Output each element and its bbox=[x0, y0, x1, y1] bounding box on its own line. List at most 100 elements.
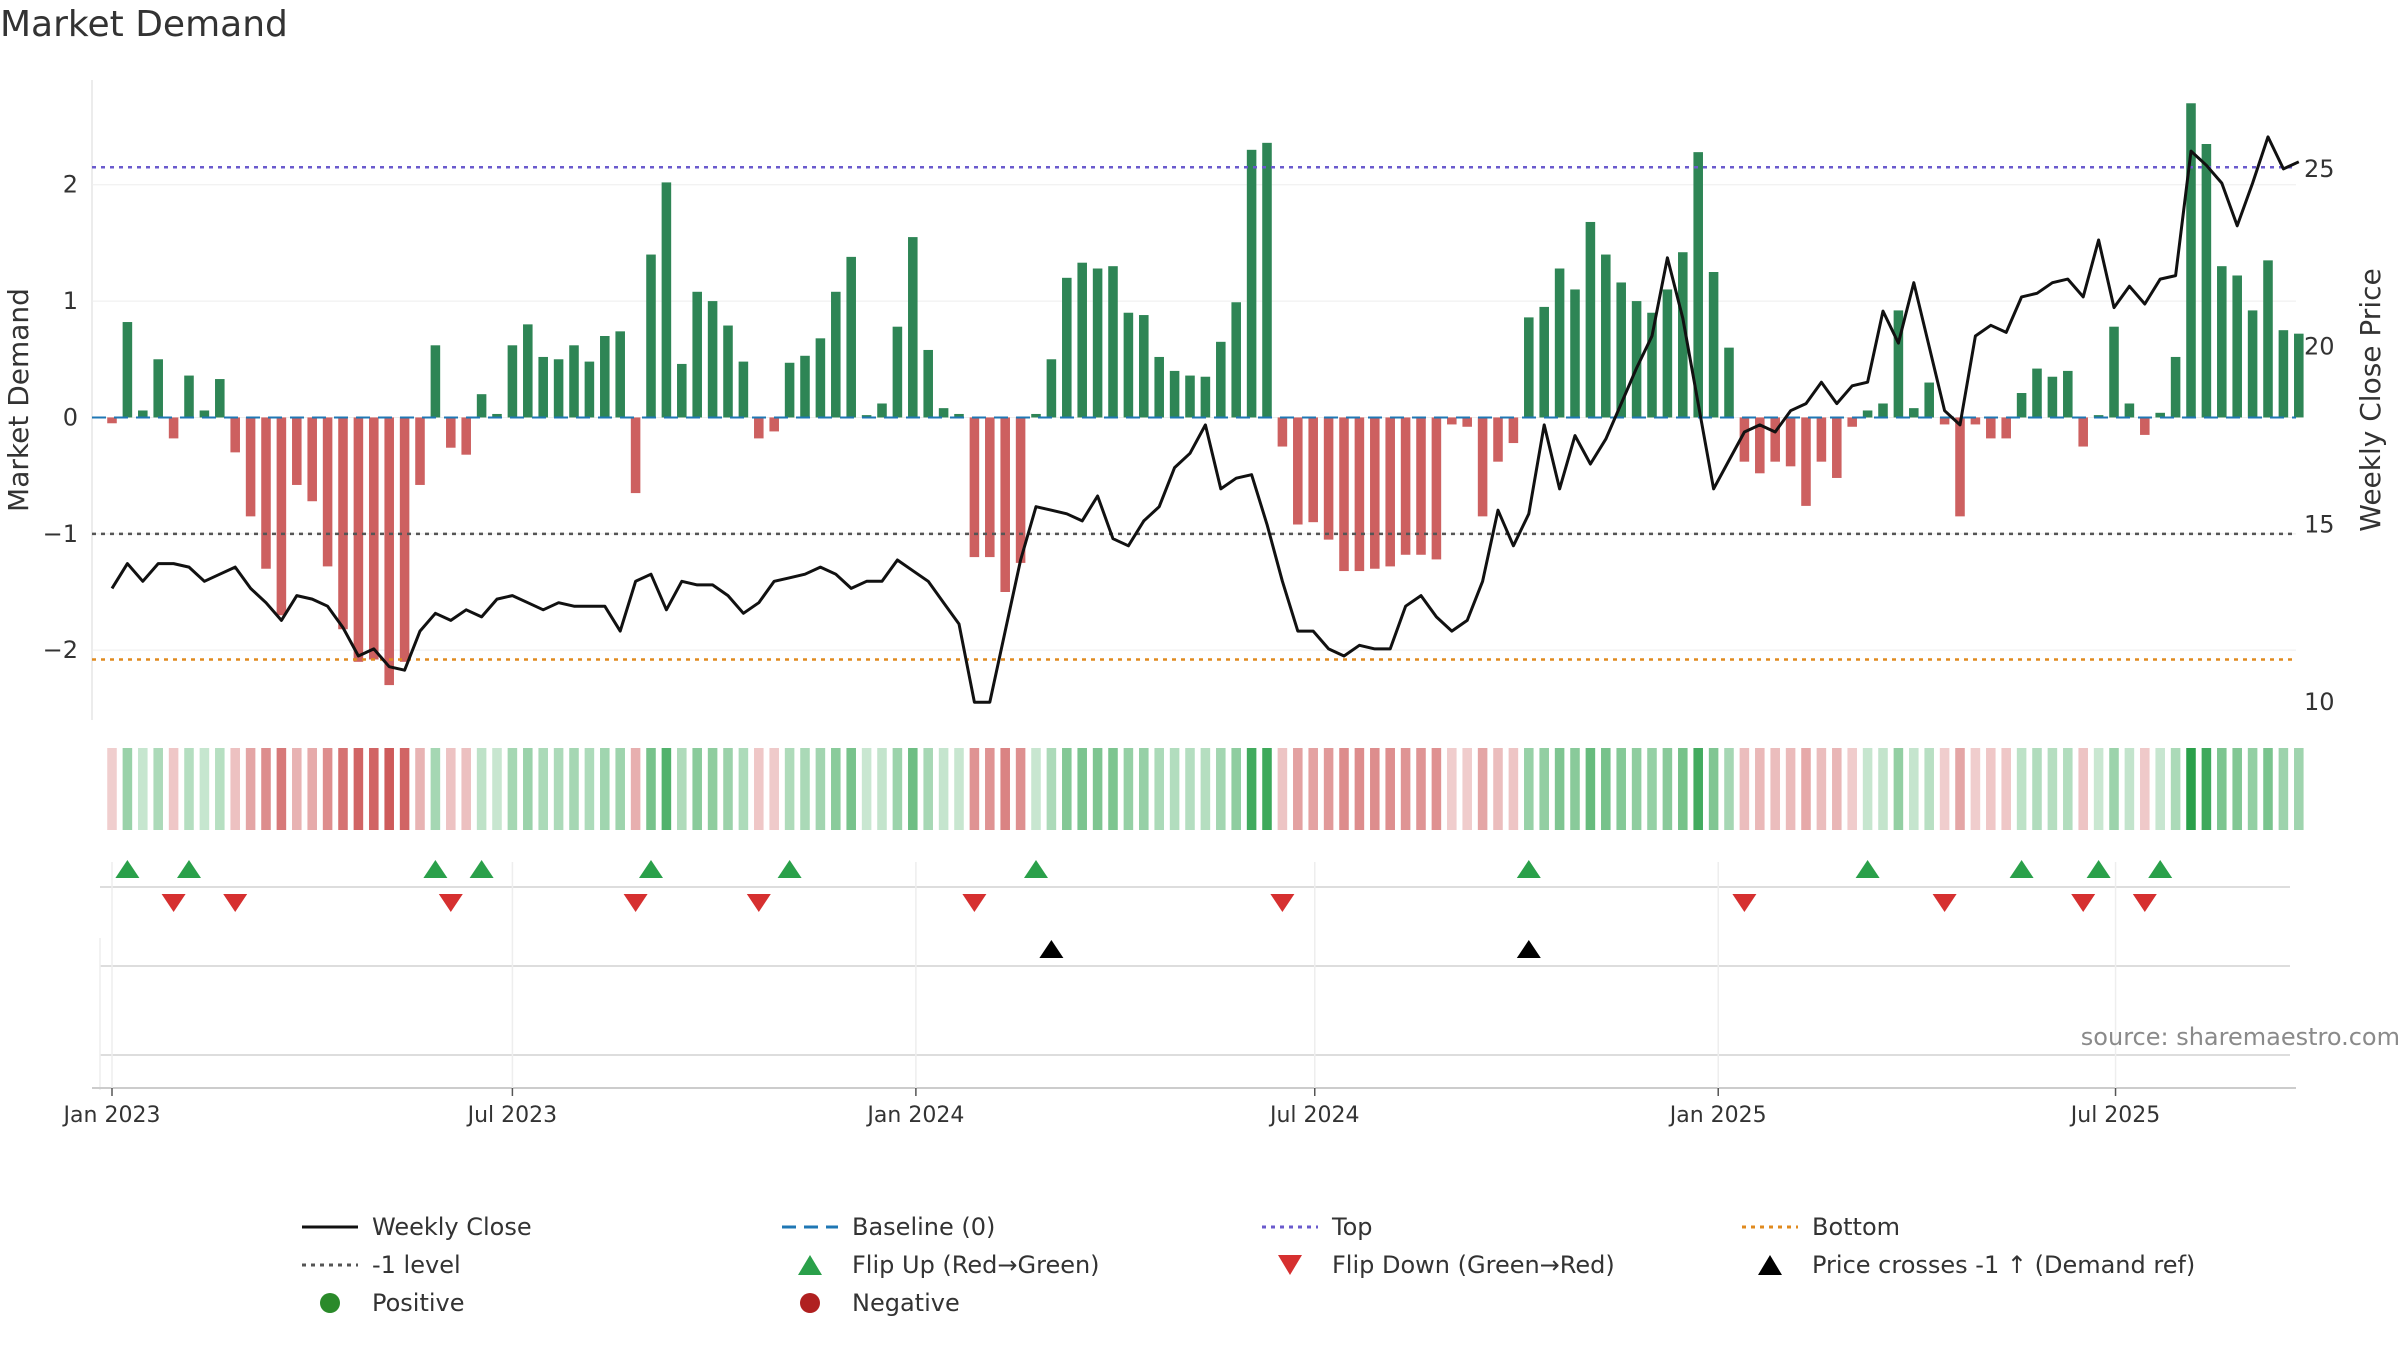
heat-strip-cell bbox=[2032, 748, 2042, 830]
demand-bar bbox=[707, 301, 718, 418]
heat-strip-cell bbox=[476, 748, 487, 830]
heat-strip-cell bbox=[215, 748, 225, 830]
heat-strip-cell bbox=[307, 748, 317, 830]
heat-strip-cell bbox=[1939, 748, 1950, 830]
heat-strip-cell bbox=[2016, 748, 2027, 830]
demand-bar bbox=[353, 417, 364, 662]
heat-strip-cell bbox=[1601, 748, 1611, 830]
legend-item-price-cross: Price crosses -1 ↑ (Demand ref) bbox=[1740, 1250, 2195, 1280]
flip-down-marker bbox=[1932, 894, 1957, 912]
heat-strip-cell bbox=[276, 748, 287, 830]
demand-bar bbox=[861, 415, 872, 418]
demand-bar bbox=[1893, 310, 1904, 418]
demand-bar bbox=[1308, 417, 1318, 523]
demand-bar bbox=[2140, 417, 2150, 435]
heat-strip-cell bbox=[1015, 748, 1026, 830]
heat-strip-cell bbox=[1585, 748, 1596, 830]
flip-down-marker bbox=[1270, 894, 1295, 912]
heat-strip-cell bbox=[1816, 748, 1827, 830]
x-tick-label: Jul 2025 bbox=[2069, 1103, 2161, 1128]
demand-bar bbox=[1816, 417, 1827, 462]
demand-bar bbox=[1508, 417, 1519, 444]
demand-bar bbox=[677, 363, 687, 418]
heat-strip-cell bbox=[1431, 748, 1442, 830]
heat-strip-cell bbox=[1154, 748, 1164, 830]
weekly-close-line bbox=[110, 135, 2300, 704]
heat-strip-cell bbox=[322, 748, 333, 830]
demand-bar bbox=[1631, 301, 1642, 418]
y2-tick-label: 10 bbox=[2304, 688, 2335, 716]
solid-black-line-icon bbox=[300, 1212, 360, 1242]
demand-bar bbox=[738, 361, 749, 418]
demand-bar bbox=[646, 254, 656, 418]
heat-strip-cell bbox=[2047, 748, 2058, 830]
dashed-blue-line-icon bbox=[780, 1212, 840, 1242]
flip-up-marker bbox=[2086, 860, 2111, 878]
legend-item-minus-one: -1 level bbox=[300, 1250, 461, 1280]
heat-strip-cell bbox=[1370, 748, 1380, 830]
demand-bar bbox=[199, 410, 210, 418]
heat-strip-cell bbox=[677, 748, 687, 830]
demand-bar bbox=[1847, 417, 1857, 427]
heat-strip-cell bbox=[384, 748, 394, 830]
demand-bar bbox=[1062, 277, 1072, 418]
demand-bar bbox=[168, 417, 179, 439]
demand-bar bbox=[1231, 302, 1241, 418]
heat-strip-cell bbox=[1477, 748, 1488, 830]
demand-bar bbox=[1200, 376, 1211, 418]
heat-strip-cell bbox=[153, 748, 163, 830]
flip-down-marker bbox=[161, 894, 186, 912]
source-note: source: sharemaestro.com bbox=[2080, 1023, 2400, 1051]
demand-bar bbox=[384, 417, 394, 686]
heat-strip-cell bbox=[1062, 748, 1072, 830]
heat-strip-cell bbox=[2186, 748, 2196, 830]
heat-strip-cell bbox=[1539, 748, 1549, 830]
heat-strip-cell bbox=[1986, 748, 1996, 830]
x-tick-label: Jan 2024 bbox=[865, 1103, 964, 1128]
heat-strip-cell bbox=[369, 748, 379, 830]
demand-bar bbox=[2232, 275, 2242, 418]
demand-bar bbox=[846, 256, 856, 418]
legend-label: Positive bbox=[372, 1289, 465, 1317]
demand-bar bbox=[322, 417, 333, 567]
heat-strip-cell bbox=[1570, 748, 1580, 830]
heat-strip-cell bbox=[199, 748, 210, 830]
flip-down-marker bbox=[962, 894, 987, 912]
dotted-gray-line-icon bbox=[300, 1250, 360, 1280]
demand-bar bbox=[1108, 266, 1118, 418]
heat-strip-cell bbox=[2247, 748, 2258, 830]
demand-bar bbox=[1554, 268, 1565, 418]
heat-strip-cell bbox=[1262, 748, 1272, 830]
dotted-orange-line-icon bbox=[1740, 1212, 1800, 1242]
heat-strip-cell bbox=[1832, 748, 1842, 830]
demand-bar bbox=[985, 417, 995, 558]
y2-tick-label: 15 bbox=[2304, 510, 2335, 538]
demand-bar bbox=[476, 394, 487, 418]
heat-strip-cell bbox=[1000, 748, 1010, 830]
heat-strip-cell bbox=[754, 748, 764, 830]
demand-bar bbox=[1539, 306, 1549, 418]
heat-strip-cell bbox=[954, 748, 964, 830]
heat-strip-cell bbox=[861, 748, 872, 830]
demand-bar bbox=[1447, 417, 1457, 425]
x-tick-label: Jul 2024 bbox=[1268, 1103, 1360, 1128]
heat-strip-cell bbox=[1631, 748, 1642, 830]
heat-strip-cell bbox=[538, 748, 548, 830]
legend-label: Weekly Close bbox=[372, 1213, 532, 1241]
black-up-triangle-icon bbox=[1740, 1250, 1800, 1280]
legend-label: Flip Down (Green→Red) bbox=[1332, 1251, 1615, 1279]
heat-strip-cell bbox=[1108, 748, 1118, 830]
heat-strip-cell bbox=[1909, 748, 1919, 830]
demand-bar bbox=[769, 417, 779, 432]
legend-label: Top bbox=[1332, 1213, 1373, 1241]
demand-bar bbox=[1323, 417, 1334, 540]
red-circle-icon bbox=[780, 1288, 840, 1318]
heat-strip-cell bbox=[1139, 748, 1149, 830]
heat-strip-cell bbox=[1924, 748, 1934, 830]
demand-bar bbox=[538, 356, 548, 418]
heat-strip-cell bbox=[846, 748, 856, 830]
demand-bar bbox=[2093, 415, 2104, 418]
heat-strip-cell bbox=[245, 748, 256, 830]
y-tick-label: −2 bbox=[43, 636, 78, 664]
demand-bar bbox=[1031, 413, 1041, 418]
